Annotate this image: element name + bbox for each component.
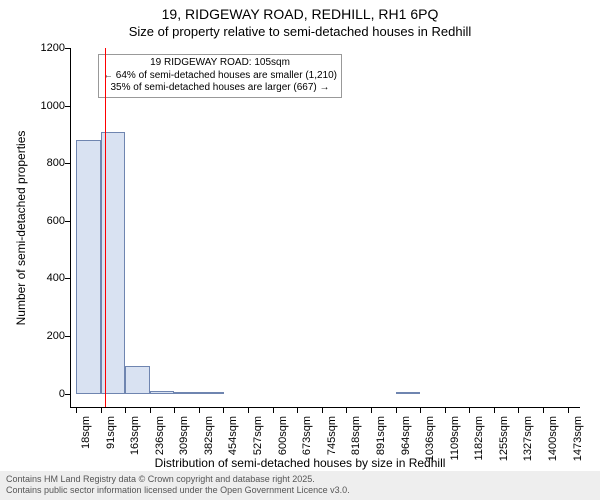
- x-tick: [494, 408, 495, 413]
- x-tick-label: 600sqm: [277, 416, 289, 476]
- x-tick-label: 309sqm: [178, 416, 190, 476]
- x-tick: [248, 408, 249, 413]
- y-tick: [65, 394, 70, 395]
- y-tick-label: 1200: [35, 42, 65, 54]
- y-tick: [65, 106, 70, 107]
- x-tick-label: 1255sqm: [498, 416, 510, 476]
- x-tick-label: 1036sqm: [424, 416, 436, 476]
- x-tick-label: 527sqm: [252, 416, 264, 476]
- x-tick: [322, 408, 323, 413]
- x-tick-label: 382sqm: [203, 416, 215, 476]
- annotation-box: 19 RIDGEWAY ROAD: 105sqm ← 64% of semi-d…: [98, 54, 342, 98]
- chart-container: 19, RIDGEWAY ROAD, REDHILL, RH1 6PQ Size…: [0, 0, 600, 500]
- x-tick-label: 673sqm: [301, 416, 313, 476]
- x-tick: [371, 408, 372, 413]
- annotation-line2: ← 64% of semi-detached houses are smalle…: [103, 70, 337, 83]
- annotation-line1: 19 RIDGEWAY ROAD: 105sqm: [103, 57, 337, 70]
- property-marker-line: [105, 48, 106, 408]
- histogram-bar: [174, 392, 199, 394]
- x-tick: [518, 408, 519, 413]
- x-tick-label: 91sqm: [105, 416, 117, 476]
- x-tick: [346, 408, 347, 413]
- x-axis-line: [70, 407, 580, 408]
- x-tick-label: 1182sqm: [473, 416, 485, 476]
- x-tick-label: 236sqm: [154, 416, 166, 476]
- x-tick: [76, 408, 77, 413]
- x-tick-label: 964sqm: [400, 416, 412, 476]
- title-main: 19, RIDGEWAY ROAD, REDHILL, RH1 6PQ: [0, 6, 600, 22]
- histogram-bar: [150, 391, 175, 394]
- y-tick-label: 800: [35, 157, 65, 169]
- x-tick: [125, 408, 126, 413]
- histogram-bar: [101, 132, 126, 394]
- x-tick: [445, 408, 446, 413]
- x-tick: [273, 408, 274, 413]
- y-tick: [65, 278, 70, 279]
- x-tick-label: 1327sqm: [522, 416, 534, 476]
- annotation-line3: 35% of semi-detached houses are larger (…: [103, 82, 337, 95]
- x-tick-label: 1473sqm: [572, 416, 584, 476]
- x-tick: [101, 408, 102, 413]
- x-tick: [150, 408, 151, 413]
- y-tick-label: 0: [35, 388, 65, 400]
- x-tick-label: 1109sqm: [449, 416, 461, 476]
- title-sub: Size of property relative to semi-detach…: [0, 24, 600, 39]
- x-tick: [199, 408, 200, 413]
- x-tick: [223, 408, 224, 413]
- x-tick-label: 18sqm: [80, 416, 92, 476]
- x-tick: [543, 408, 544, 413]
- y-tick-label: 200: [35, 330, 65, 342]
- plot-area: 19 RIDGEWAY ROAD: 105sqm ← 64% of semi-d…: [70, 48, 580, 408]
- y-tick: [65, 48, 70, 49]
- x-tick-label: 818sqm: [350, 416, 362, 476]
- y-tick: [65, 336, 70, 337]
- x-tick-label: 1400sqm: [547, 416, 559, 476]
- histogram-bar: [396, 392, 421, 394]
- x-tick: [396, 408, 397, 413]
- x-tick-label: 745sqm: [326, 416, 338, 476]
- y-tick-label: 400: [35, 272, 65, 284]
- histogram-bar: [76, 140, 101, 393]
- histogram-bar: [125, 366, 150, 393]
- y-tick-label: 1000: [35, 100, 65, 112]
- y-axis-line: [70, 48, 71, 408]
- footer-line2: Contains public sector information licen…: [6, 485, 594, 497]
- x-tick-label: 454sqm: [227, 416, 239, 476]
- x-tick: [469, 408, 470, 413]
- x-tick: [568, 408, 569, 413]
- y-tick-label: 600: [35, 215, 65, 227]
- x-tick: [297, 408, 298, 413]
- x-tick-label: 891sqm: [375, 416, 387, 476]
- x-tick: [420, 408, 421, 413]
- x-tick: [174, 408, 175, 413]
- y-tick: [65, 163, 70, 164]
- histogram-bar: [199, 392, 224, 394]
- y-tick: [65, 221, 70, 222]
- x-tick-label: 163sqm: [129, 416, 141, 476]
